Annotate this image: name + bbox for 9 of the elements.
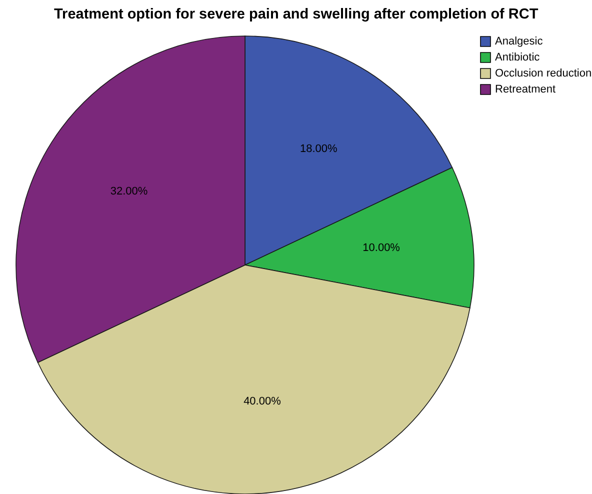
legend-label: Occlusion reduction: [495, 68, 592, 80]
legend-label: Antibiotic: [495, 52, 540, 64]
data-label: 18.00%: [300, 142, 338, 155]
data-label: 40.00%: [244, 395, 282, 408]
data-label: 32.00%: [110, 185, 148, 198]
data-label: 10.00%: [362, 242, 400, 254]
legend-label: Retreatment: [495, 84, 556, 96]
legend-label: Analgesic: [495, 36, 544, 48]
chart-title: Treatment option for severe pain and swelling after completion of RCT: [54, 6, 538, 22]
